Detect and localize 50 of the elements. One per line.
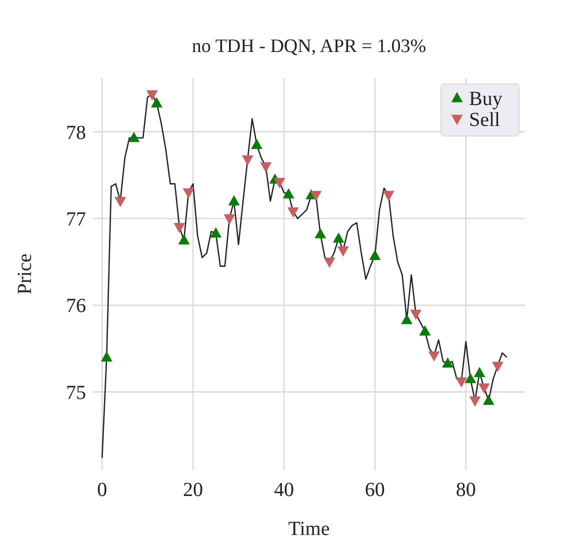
point [128,132,140,142]
y-tick-label: 75 [66,382,86,404]
point [456,377,468,388]
x-tick-label: 0 [97,479,108,501]
point [478,383,490,394]
point [469,396,481,407]
point [464,372,476,384]
point [324,258,336,268]
point [410,310,422,320]
point [419,325,431,336]
point [310,190,322,202]
point [428,351,440,362]
chart-title: no TDH - DQN, APR = 1.03% [192,36,426,57]
point [401,314,412,324]
legend-label: Buy [469,88,502,110]
point [100,351,112,362]
point [442,357,454,368]
point [224,214,236,224]
point [182,188,194,198]
legend-label: Sell [469,109,501,131]
point [332,232,344,243]
point [174,222,186,234]
point [114,196,126,208]
y-tick-label: 78 [66,122,86,144]
y-tick-label: 76 [66,295,86,318]
y-tick-label: 77 [66,208,86,230]
point [287,207,299,218]
point [369,250,381,260]
point [492,362,504,372]
x-tick-label: 40 [274,479,294,501]
point [314,228,326,238]
point [146,90,158,100]
y-axis-title: Price [14,253,36,295]
x-axis-title: Time [288,518,330,539]
point [274,178,286,188]
x-tick-label: 80 [456,479,476,501]
point [242,155,254,166]
point [210,227,222,238]
point [282,188,294,198]
point [382,190,394,202]
point [178,234,190,244]
point [260,162,272,172]
x-tick-label: 20 [183,479,204,501]
point [150,97,162,108]
point [251,138,262,149]
point [482,394,494,405]
point [228,195,240,206]
point [337,246,349,257]
x-tick-label: 60 [364,479,385,501]
point [474,366,486,378]
